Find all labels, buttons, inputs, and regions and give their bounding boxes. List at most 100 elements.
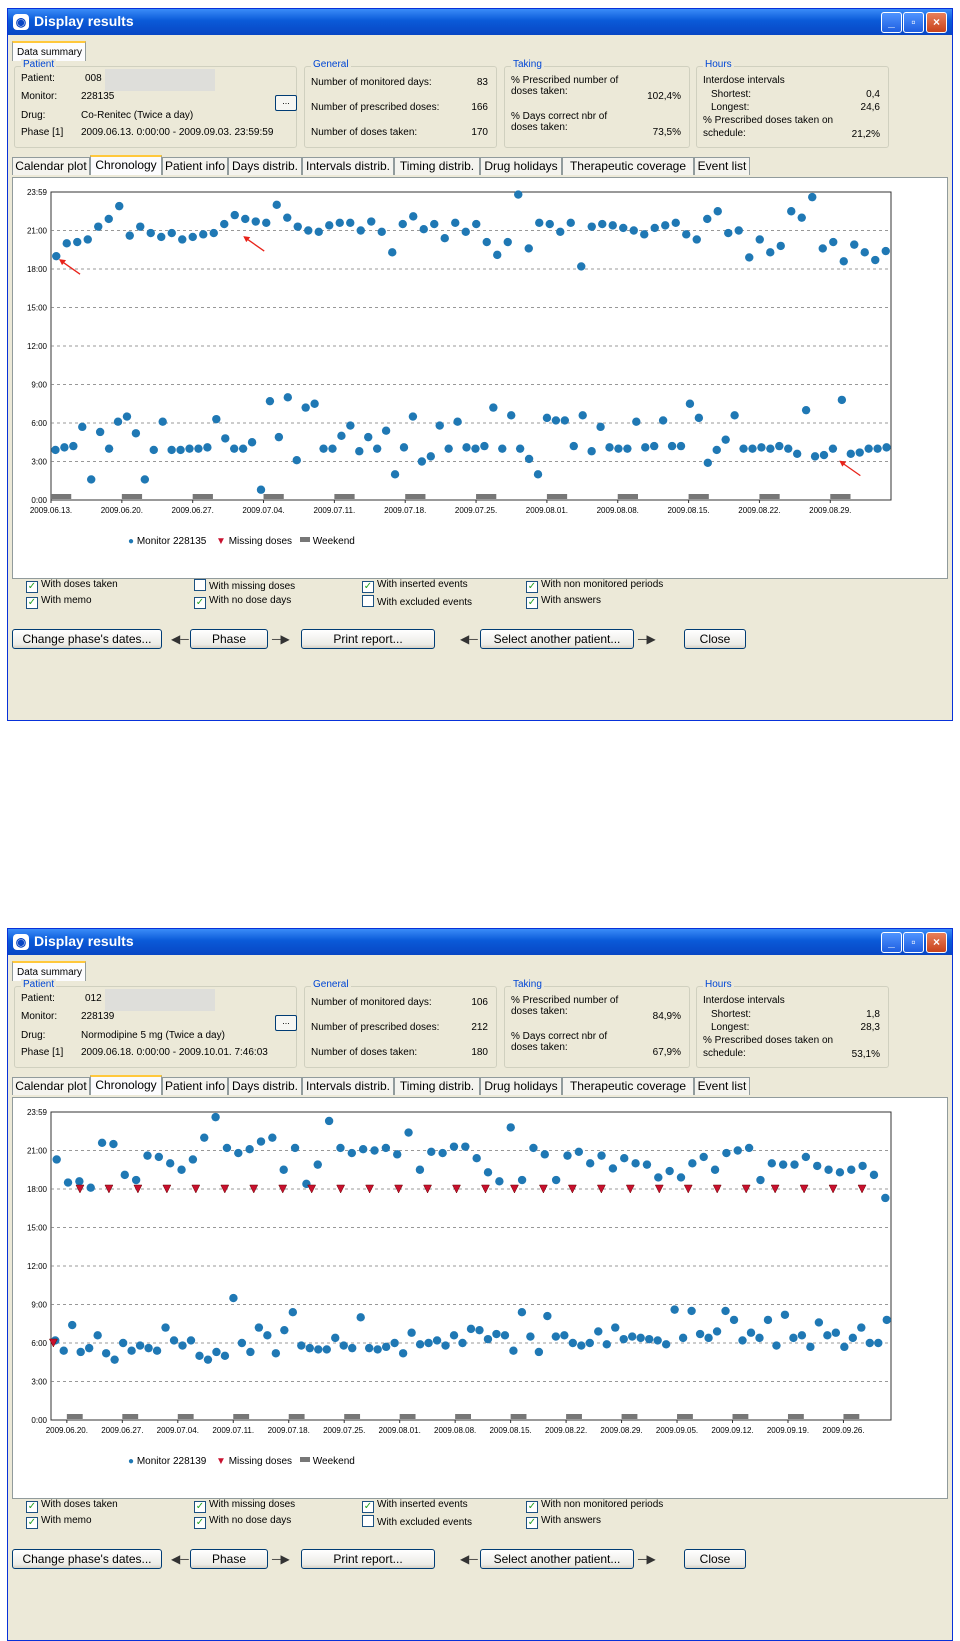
checkbox-box[interactable]: ✓ bbox=[26, 1517, 38, 1529]
missing-dose-marker bbox=[423, 1184, 432, 1194]
checkbox-box[interactable]: ✓ bbox=[362, 1501, 374, 1513]
checkbox-box[interactable]: ✓ bbox=[26, 1501, 38, 1513]
checkbox-box[interactable]: ✓ bbox=[526, 1501, 538, 1513]
tab-data-summary[interactable]: Data summary bbox=[12, 961, 86, 981]
dose-point bbox=[229, 444, 239, 453]
checkbox-missing-doses[interactable]: ✓ With missing doses bbox=[194, 1499, 295, 1513]
tab-timing-distrib[interactable]: Timing distrib. bbox=[394, 1077, 480, 1095]
select-another-patient-button[interactable]: Select another patient... bbox=[480, 1549, 634, 1569]
checkbox-box[interactable] bbox=[362, 1515, 374, 1527]
checkbox-box[interactable]: ✓ bbox=[26, 597, 38, 609]
checkbox-doses-taken[interactable]: ✓ With doses taken bbox=[26, 1499, 118, 1513]
previous-patient-arrow-icon[interactable]: ◀─ bbox=[460, 632, 478, 646]
dose-point bbox=[94, 222, 103, 231]
next-patient-arrow-icon[interactable]: ─▶ bbox=[638, 632, 656, 646]
tab-therapeutic-coverage[interactable]: Therapeutic coverage bbox=[562, 1077, 694, 1095]
checkbox-box[interactable]: ✓ bbox=[362, 581, 374, 593]
tab-therapeutic-coverage[interactable]: Therapeutic coverage bbox=[562, 157, 694, 175]
checkbox-box[interactable] bbox=[362, 595, 374, 607]
weekend-bar bbox=[263, 494, 284, 499]
dose-point bbox=[881, 246, 890, 256]
tab-chronology[interactable]: Chronology bbox=[90, 1075, 162, 1095]
dose-point bbox=[331, 1333, 340, 1343]
dose-point bbox=[865, 1338, 874, 1348]
minimize-button[interactable]: _ bbox=[881, 12, 902, 33]
tab-intervals-distrib[interactable]: Intervals distrib. bbox=[302, 1077, 394, 1095]
close-window-button[interactable]: × bbox=[926, 932, 947, 953]
checkbox-box[interactable] bbox=[194, 579, 206, 591]
print-report-button[interactable]: Print report... bbox=[301, 629, 435, 649]
checkbox-no-dose-days[interactable]: ✓ With no dose days bbox=[194, 1515, 291, 1529]
tab-days-distrib[interactable]: Days distrib. bbox=[228, 1077, 302, 1095]
checkbox-memo[interactable]: ✓ With memo bbox=[26, 1515, 92, 1529]
dose-point bbox=[745, 253, 754, 262]
checkbox-box[interactable]: ✓ bbox=[526, 581, 538, 593]
checkbox-excluded-events[interactable]: With excluded events bbox=[362, 1515, 472, 1528]
phase-button[interactable]: Phase bbox=[190, 1549, 268, 1569]
checkbox-excluded-events[interactable]: With excluded events bbox=[362, 595, 472, 608]
checkbox-box[interactable]: ✓ bbox=[526, 1517, 538, 1529]
next-patient-arrow-icon[interactable]: ─▶ bbox=[638, 1552, 656, 1566]
tab-event-list[interactable]: Event list bbox=[694, 157, 750, 175]
select-another-patient-button[interactable]: Select another patient... bbox=[480, 629, 634, 649]
tab-patient-info[interactable]: Patient info bbox=[162, 1077, 228, 1095]
previous-phase-arrow-icon[interactable]: ◀─ bbox=[171, 632, 189, 646]
tab-timing-distrib[interactable]: Timing distrib. bbox=[394, 157, 480, 175]
tab-days-distrib[interactable]: Days distrib. bbox=[228, 157, 302, 175]
checkbox-box[interactable]: ✓ bbox=[194, 597, 206, 609]
change-phase-dates-button[interactable]: Change phase's dates... bbox=[12, 1549, 162, 1569]
browse-button[interactable]: ... bbox=[275, 1015, 297, 1031]
shortest-value: 1,8 bbox=[866, 1009, 880, 1020]
tab-calendar-plot[interactable]: Calendar plot bbox=[12, 1077, 90, 1095]
previous-patient-arrow-icon[interactable]: ◀─ bbox=[460, 1552, 478, 1566]
tab-event-list[interactable]: Event list bbox=[694, 1077, 750, 1095]
tab-drug-holidays[interactable]: Drug holidays bbox=[480, 157, 562, 175]
close-button[interactable]: Close bbox=[684, 1549, 746, 1569]
tab-intervals-distrib[interactable]: Intervals distrib. bbox=[302, 157, 394, 175]
close-window-button[interactable]: × bbox=[926, 12, 947, 33]
weekend-bar bbox=[759, 494, 780, 499]
maximize-button[interactable]: ▫ bbox=[903, 12, 924, 33]
print-report-button[interactable]: Print report... bbox=[301, 1549, 435, 1569]
title-bar[interactable]: ◉ Display results _ ▫ × bbox=[8, 929, 952, 955]
x-tick-label: 2009.06.27. bbox=[101, 1426, 143, 1435]
dose-point bbox=[665, 1166, 674, 1176]
general-group-title: General bbox=[311, 979, 351, 990]
title-bar[interactable]: ◉ Display results _ ▫ × bbox=[8, 9, 952, 35]
checkbox-no-dose-days[interactable]: ✓ With no dose days bbox=[194, 595, 291, 609]
next-phase-arrow-icon[interactable]: ─▶ bbox=[272, 632, 290, 646]
weekend-bar bbox=[192, 494, 213, 499]
tab-patient-info[interactable]: Patient info bbox=[162, 157, 228, 175]
tab-drug-holidays[interactable]: Drug holidays bbox=[480, 1077, 562, 1095]
browse-button[interactable]: ... bbox=[275, 95, 297, 111]
checkbox-doses-taken[interactable]: ✓ With doses taken bbox=[26, 579, 118, 593]
checkbox-non-monitored-periods[interactable]: ✓ With non monitored periods bbox=[526, 579, 663, 593]
checkbox-inserted-events[interactable]: ✓ With inserted events bbox=[362, 1499, 468, 1513]
checkbox-missing-doses[interactable]: With missing doses bbox=[194, 579, 295, 592]
maximize-button[interactable]: ▫ bbox=[903, 932, 924, 953]
patient-group: Patient Patient: 012 Monitor: 228139 ...… bbox=[14, 979, 297, 1068]
tab-calendar-plot[interactable]: Calendar plot bbox=[12, 157, 90, 175]
checkbox-inserted-events[interactable]: ✓ With inserted events bbox=[362, 579, 468, 593]
phase-button[interactable]: Phase bbox=[190, 629, 268, 649]
dose-point bbox=[500, 1331, 510, 1340]
tab-data-summary[interactable]: Data summary bbox=[12, 41, 86, 61]
minimize-button[interactable]: _ bbox=[881, 932, 902, 953]
next-phase-arrow-icon[interactable]: ─▶ bbox=[272, 1552, 290, 1566]
checkbox-memo[interactable]: ✓ With memo bbox=[26, 595, 92, 609]
dose-point bbox=[435, 421, 444, 430]
change-phase-dates-button[interactable]: Change phase's dates... bbox=[12, 629, 162, 649]
dose-point bbox=[292, 456, 301, 465]
checkbox-answers[interactable]: ✓ With answers bbox=[526, 595, 601, 609]
checkbox-answers[interactable]: ✓ With answers bbox=[526, 1515, 601, 1529]
checkbox-box[interactable]: ✓ bbox=[26, 581, 38, 593]
checkbox-box[interactable]: ✓ bbox=[194, 1517, 206, 1529]
tab-chronology[interactable]: Chronology bbox=[90, 155, 162, 175]
legend-weekend: Weekend bbox=[300, 1456, 355, 1467]
missing-dose-marker bbox=[48, 1338, 58, 1348]
checkbox-box[interactable]: ✓ bbox=[526, 597, 538, 609]
previous-phase-arrow-icon[interactable]: ◀─ bbox=[171, 1552, 189, 1566]
checkbox-non-monitored-periods[interactable]: ✓ With non monitored periods bbox=[526, 1499, 663, 1513]
close-button[interactable]: Close bbox=[684, 629, 746, 649]
checkbox-box[interactable]: ✓ bbox=[194, 1501, 206, 1513]
